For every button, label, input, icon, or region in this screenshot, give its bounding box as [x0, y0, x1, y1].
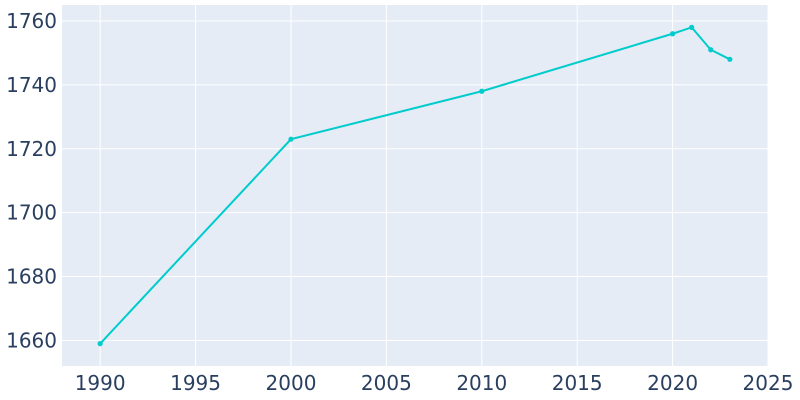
x-tick-label: 1990 [75, 371, 126, 395]
y-tick-label: 1660 [6, 328, 57, 352]
data-point-2021 [689, 24, 695, 30]
data-point-2000 [288, 136, 294, 142]
y-tick-label: 1740 [6, 73, 57, 97]
y-tick-label: 1700 [6, 201, 57, 225]
data-point-2020 [669, 31, 676, 37]
data-point-2023 [727, 56, 733, 62]
y-tick-label: 1760 [6, 9, 57, 33]
x-tick-label: 2020 [647, 371, 698, 395]
x-tick-label: 1995 [170, 371, 221, 395]
data-point-2022 [708, 47, 714, 53]
y-tick-label: 1720 [6, 137, 57, 161]
x-tick-label: 2015 [552, 371, 603, 395]
x-tick-label: 2000 [266, 371, 317, 395]
x-tick-label: 2005 [361, 371, 412, 395]
data-point-1990 [97, 341, 103, 347]
y-tick-label: 1680 [6, 265, 57, 289]
series-layer [97, 24, 733, 347]
x-axis-ticks: 1990 1995 2000 2005 2010 2015 2020 2025 [75, 371, 794, 395]
grid-lines [62, 5, 769, 366]
plot-area [62, 5, 768, 366]
y-axis-ticks: 1660 1680 1700 1720 1740 1760 [6, 9, 57, 352]
x-tick-label: 2025 [743, 371, 794, 395]
data-point-2010 [479, 88, 485, 94]
x-tick-label: 2010 [456, 371, 507, 395]
